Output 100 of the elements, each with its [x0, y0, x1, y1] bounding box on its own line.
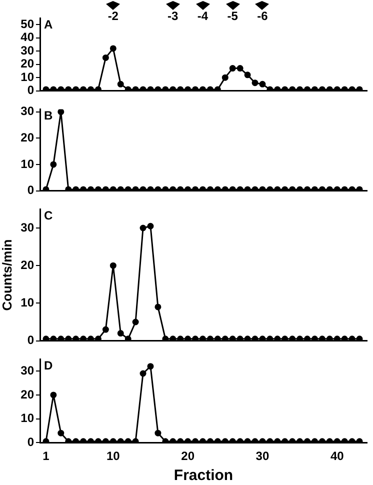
point [200, 336, 206, 341]
point [147, 363, 154, 370]
point [65, 438, 72, 443]
point [348, 336, 356, 341]
x-tick-label: 20 [181, 449, 195, 464]
y-tick-label: 0 [27, 83, 34, 98]
point [356, 186, 363, 191]
point [274, 336, 281, 341]
y-tick-label: 20 [20, 258, 34, 272]
point [147, 222, 154, 230]
point [296, 336, 304, 341]
point [214, 336, 221, 341]
point [214, 86, 221, 91]
point [50, 161, 57, 168]
point [94, 86, 102, 91]
point [58, 336, 64, 341]
point [229, 65, 236, 72]
point [140, 224, 146, 232]
point [289, 336, 296, 341]
point [244, 336, 251, 341]
point [282, 336, 288, 341]
annotation: -4 [197, 9, 208, 23]
point [192, 336, 199, 341]
point [170, 336, 176, 341]
point [326, 336, 333, 341]
y-tick-label: 20 [20, 56, 34, 71]
annotation: B [44, 108, 53, 123]
point [162, 438, 169, 443]
y-tick-label: 10 [20, 70, 34, 84]
y-tick-label: 0 [27, 183, 34, 198]
y-tick-label: 30 [20, 220, 34, 234]
point [318, 336, 326, 341]
point [154, 430, 162, 436]
point [177, 336, 184, 341]
point [88, 336, 94, 341]
point [222, 74, 228, 81]
x-tick-label: 30 [256, 449, 270, 464]
point [42, 336, 50, 341]
point [132, 438, 139, 443]
annotation: D [44, 358, 53, 373]
point [65, 186, 72, 191]
point [117, 330, 124, 337]
point [266, 86, 274, 91]
annotation: -6 [257, 9, 268, 23]
point [184, 336, 192, 341]
point [58, 430, 64, 436]
y-tick-label: 30 [20, 43, 34, 58]
point [162, 336, 169, 341]
point [252, 80, 258, 86]
annotation: -3 [168, 9, 178, 23]
point [341, 336, 348, 341]
y-axis-title: Counts/min [0, 239, 14, 311]
y-tick-label: 0 [27, 434, 34, 449]
point [102, 54, 109, 61]
y-tick-label: 50 [20, 16, 34, 31]
point [42, 438, 50, 443]
point [356, 336, 363, 341]
x-tick-label: 40 [330, 449, 344, 464]
y-tick-label: 0 [27, 333, 34, 348]
point [334, 336, 340, 341]
point [252, 336, 258, 341]
point [236, 65, 244, 72]
point [259, 336, 266, 341]
point [80, 336, 87, 341]
point [102, 326, 109, 333]
point [236, 336, 244, 341]
point [42, 186, 50, 191]
point [311, 336, 318, 341]
point [206, 336, 214, 341]
point [266, 336, 274, 341]
y-tick-label: 30 [20, 104, 34, 118]
y-tick-label: 20 [20, 387, 34, 402]
y-tick-label: 10 [20, 411, 34, 426]
point [356, 86, 363, 91]
point [94, 336, 102, 341]
point [65, 336, 72, 341]
point [140, 370, 146, 377]
point [124, 86, 132, 91]
point [50, 336, 57, 341]
x-tick-label: 10 [106, 449, 120, 464]
point [110, 45, 116, 52]
point [117, 80, 124, 88]
point [50, 392, 57, 398]
point [244, 72, 251, 78]
point [110, 262, 116, 269]
x-tick-label: 1 [42, 449, 50, 464]
annotation: A [44, 17, 53, 32]
point [58, 109, 64, 116]
point [259, 80, 266, 88]
y-tick-label: 40 [20, 30, 34, 44]
point [304, 336, 311, 341]
y-tick-label: 10 [20, 156, 34, 171]
point [72, 336, 80, 341]
point [229, 336, 236, 341]
point [222, 336, 228, 341]
y-tick-label: 10 [20, 296, 34, 310]
point [154, 304, 162, 310]
annotation: C [44, 208, 53, 223]
annotation: -2 [108, 9, 118, 23]
y-tick-label: 30 [20, 363, 34, 378]
